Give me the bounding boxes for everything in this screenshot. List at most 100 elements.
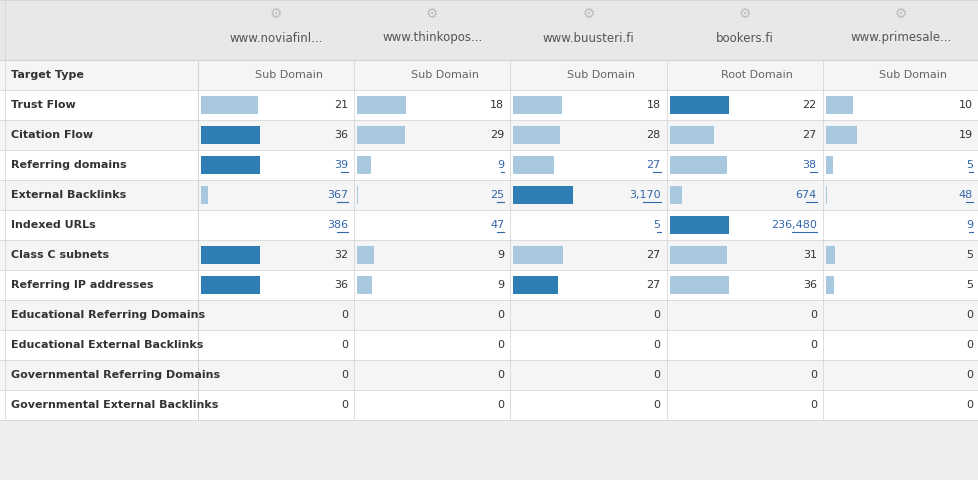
- Bar: [0, 210, 978, 240]
- Bar: [512, 186, 572, 204]
- Text: 19: 19: [957, 130, 972, 140]
- Text: Sub Domain: Sub Domain: [411, 70, 478, 80]
- Bar: [669, 126, 713, 144]
- Text: 236,480: 236,480: [770, 220, 816, 230]
- Bar: [512, 246, 563, 264]
- Bar: [200, 276, 260, 294]
- Bar: [825, 96, 852, 114]
- Text: 0: 0: [497, 400, 504, 410]
- Text: ⚙: ⚙: [894, 7, 907, 21]
- Text: 9: 9: [497, 250, 504, 260]
- Bar: [825, 246, 834, 264]
- Text: 0: 0: [809, 400, 816, 410]
- Text: 0: 0: [497, 310, 504, 320]
- Text: Sub Domain: Sub Domain: [878, 70, 947, 80]
- Text: ⚙: ⚙: [737, 7, 750, 21]
- Bar: [0, 60, 978, 90]
- Bar: [512, 96, 561, 114]
- Text: 0: 0: [341, 310, 348, 320]
- Text: 27: 27: [645, 160, 660, 170]
- Bar: [669, 96, 729, 114]
- Text: 9: 9: [497, 280, 504, 290]
- Bar: [669, 216, 729, 234]
- Text: Governmental External Backlinks: Governmental External Backlinks: [11, 400, 218, 410]
- Text: Indexed URLs: Indexed URLs: [11, 220, 96, 230]
- Text: Citation Flow: Citation Flow: [11, 130, 93, 140]
- Bar: [669, 186, 682, 204]
- Bar: [357, 96, 405, 114]
- Text: Trust Flow: Trust Flow: [11, 100, 75, 110]
- Text: 0: 0: [809, 310, 816, 320]
- Text: 0: 0: [965, 400, 972, 410]
- Text: 0: 0: [809, 370, 816, 380]
- Text: 25: 25: [490, 190, 504, 200]
- Text: Governmental Referring Domains: Governmental Referring Domains: [11, 370, 220, 380]
- Bar: [0, 300, 978, 330]
- Text: 0: 0: [341, 400, 348, 410]
- Bar: [200, 186, 207, 204]
- Text: 367: 367: [327, 190, 348, 200]
- Text: 27: 27: [645, 280, 660, 290]
- Text: www.noviafinl...: www.noviafinl...: [229, 32, 323, 45]
- Text: Sub Domain: Sub Domain: [254, 70, 323, 80]
- Bar: [357, 276, 372, 294]
- Bar: [512, 126, 559, 144]
- Text: 0: 0: [341, 370, 348, 380]
- Text: ⚙: ⚙: [582, 7, 595, 21]
- Text: 9: 9: [497, 160, 504, 170]
- Text: www.primesale...: www.primesale...: [849, 32, 951, 45]
- Text: 28: 28: [645, 130, 660, 140]
- Text: ⚙: ⚙: [425, 7, 438, 21]
- Text: 38: 38: [802, 160, 816, 170]
- Text: 0: 0: [653, 310, 660, 320]
- Bar: [200, 126, 260, 144]
- Text: 21: 21: [333, 100, 348, 110]
- Text: 36: 36: [802, 280, 816, 290]
- Text: 27: 27: [802, 130, 816, 140]
- Bar: [200, 96, 257, 114]
- Text: 0: 0: [965, 340, 972, 350]
- Text: 0: 0: [809, 340, 816, 350]
- Bar: [357, 246, 374, 264]
- Text: www.thinkopos...: www.thinkopos...: [381, 32, 482, 45]
- Text: 29: 29: [490, 130, 504, 140]
- Text: 5: 5: [965, 160, 972, 170]
- Text: 0: 0: [497, 340, 504, 350]
- Text: 9: 9: [965, 220, 972, 230]
- Text: 10: 10: [958, 100, 972, 110]
- Text: 5: 5: [965, 250, 972, 260]
- Bar: [0, 0, 978, 60]
- Text: 18: 18: [490, 100, 504, 110]
- Bar: [825, 276, 833, 294]
- Bar: [825, 126, 857, 144]
- Text: ⚙: ⚙: [270, 7, 282, 21]
- Bar: [0, 240, 978, 270]
- Text: External Backlinks: External Backlinks: [11, 190, 126, 200]
- Bar: [0, 330, 978, 360]
- Text: 22: 22: [802, 100, 816, 110]
- Text: 48: 48: [957, 190, 972, 200]
- Bar: [0, 180, 978, 210]
- Text: 0: 0: [653, 400, 660, 410]
- Bar: [669, 156, 727, 174]
- Text: 36: 36: [333, 130, 348, 140]
- Text: www.buusteri.fi: www.buusteri.fi: [542, 32, 634, 45]
- Bar: [0, 120, 978, 150]
- Bar: [357, 156, 371, 174]
- Text: 47: 47: [490, 220, 504, 230]
- Bar: [669, 276, 729, 294]
- Text: 0: 0: [965, 310, 972, 320]
- Bar: [0, 90, 978, 120]
- Text: Educational Referring Domains: Educational Referring Domains: [11, 310, 205, 320]
- Bar: [0, 270, 978, 300]
- Text: 32: 32: [333, 250, 348, 260]
- Text: 5: 5: [653, 220, 660, 230]
- Bar: [825, 156, 832, 174]
- Text: Root Domain: Root Domain: [721, 70, 792, 80]
- Bar: [0, 360, 978, 390]
- Bar: [512, 156, 554, 174]
- Text: Class C subnets: Class C subnets: [11, 250, 109, 260]
- Text: 31: 31: [802, 250, 816, 260]
- Text: bookers.fi: bookers.fi: [715, 32, 773, 45]
- Bar: [0, 390, 978, 420]
